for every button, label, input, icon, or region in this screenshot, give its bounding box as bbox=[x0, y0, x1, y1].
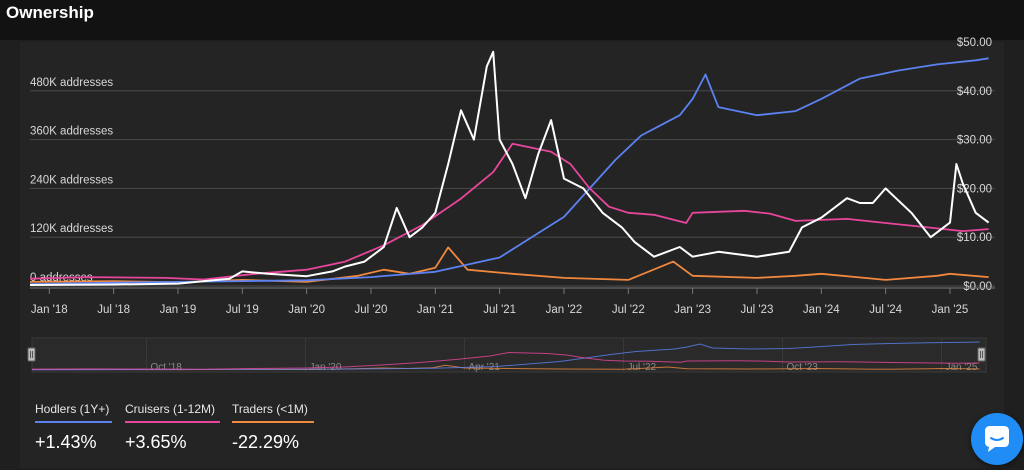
legend-label: Traders (<1M) bbox=[232, 402, 308, 416]
y-right-tick-label: $30.00 bbox=[957, 135, 992, 147]
y-right-tick-label: $40.00 bbox=[957, 86, 992, 98]
x-tick-label: Jan '19 bbox=[160, 304, 197, 316]
legend-color-bar bbox=[35, 421, 112, 423]
x-tick-label: Jul '24 bbox=[869, 304, 902, 316]
navigator-tick-label: Jan '25 bbox=[945, 362, 977, 373]
navigator-track bbox=[31, 337, 987, 373]
legend-value: +3.65% bbox=[125, 432, 187, 452]
x-tick-label: Jan '20 bbox=[288, 304, 325, 316]
y-right-tick-label: $10.00 bbox=[957, 232, 992, 244]
range-navigator[interactable]: Oct '18 Jan '20 Apr '21 Jul '22 Oct '23 Jan '… bbox=[27, 337, 987, 373]
top-bar: Ownership bbox=[0, 0, 1024, 40]
x-tick-label: Jan '21 bbox=[417, 304, 454, 316]
legend-color-bar bbox=[232, 421, 314, 423]
x-tick-label: Jul '22 bbox=[612, 304, 645, 316]
legend-item[interactable]: Traders (<1M) -22.29% bbox=[232, 402, 314, 453]
y-left-tick-label: 480K addresses bbox=[30, 77, 113, 89]
x-tick-label: Jul '18 bbox=[97, 304, 130, 316]
legend-value: -22.29% bbox=[232, 432, 300, 452]
series-line-cruisers bbox=[29, 142, 989, 281]
navigator-tick-label: Apr '21 bbox=[468, 362, 500, 373]
navigator-handle-right[interactable] bbox=[977, 347, 986, 362]
y-right-tick-label: $0.00 bbox=[963, 281, 992, 293]
legend-color-bar bbox=[125, 421, 220, 423]
legend-item[interactable]: Hodlers (1Y+) +1.43% bbox=[35, 402, 112, 453]
y-right-tick-label: $50.00 bbox=[957, 37, 992, 49]
series-line-price bbox=[29, 50, 990, 286]
y-right-tick-label: $20.00 bbox=[957, 183, 992, 195]
navigator-line bbox=[31, 341, 980, 371]
y-left-tick-label: 240K addresses bbox=[30, 174, 113, 186]
navigator-line bbox=[31, 351, 980, 370]
x-tick-label: Jul '23 bbox=[741, 304, 774, 316]
navigator-tick-label: Oct '23 bbox=[786, 362, 818, 373]
chat-button[interactable] bbox=[971, 413, 1023, 465]
chat-bubble-icon bbox=[985, 426, 1009, 452]
legend-value: +1.43% bbox=[35, 432, 97, 452]
page-title: Ownership bbox=[6, 3, 94, 22]
x-tick-label: Jan '23 bbox=[674, 304, 711, 316]
legend-item[interactable]: Cruisers (1-12M) +3.65% bbox=[125, 402, 220, 453]
legend-label: Cruisers (1-12M) bbox=[125, 402, 216, 416]
x-tick-label: Jan '22 bbox=[546, 304, 583, 316]
navigator-handle-left[interactable] bbox=[27, 347, 36, 362]
chart-card bbox=[20, 42, 1004, 468]
x-tick-label: Jan '18 bbox=[31, 304, 68, 316]
x-tick-label: Jan '25 bbox=[932, 304, 969, 316]
x-tick-label: Jul '21 bbox=[483, 304, 516, 316]
navigator-tick-label: Jul '22 bbox=[627, 362, 656, 373]
series-line-hodlers bbox=[29, 57, 989, 285]
series-line-traders bbox=[29, 246, 989, 284]
x-tick-label: Jul '19 bbox=[226, 304, 259, 316]
x-tick-label: Jul '20 bbox=[355, 304, 388, 316]
y-left-tick-label: 360K addresses bbox=[30, 126, 113, 138]
y-left-tick-label: 120K addresses bbox=[30, 223, 113, 235]
navigator-tick-label: Oct '18 bbox=[150, 362, 182, 373]
legend-label: Hodlers (1Y+) bbox=[35, 402, 110, 416]
x-tick-label: Jan '24 bbox=[803, 304, 840, 316]
